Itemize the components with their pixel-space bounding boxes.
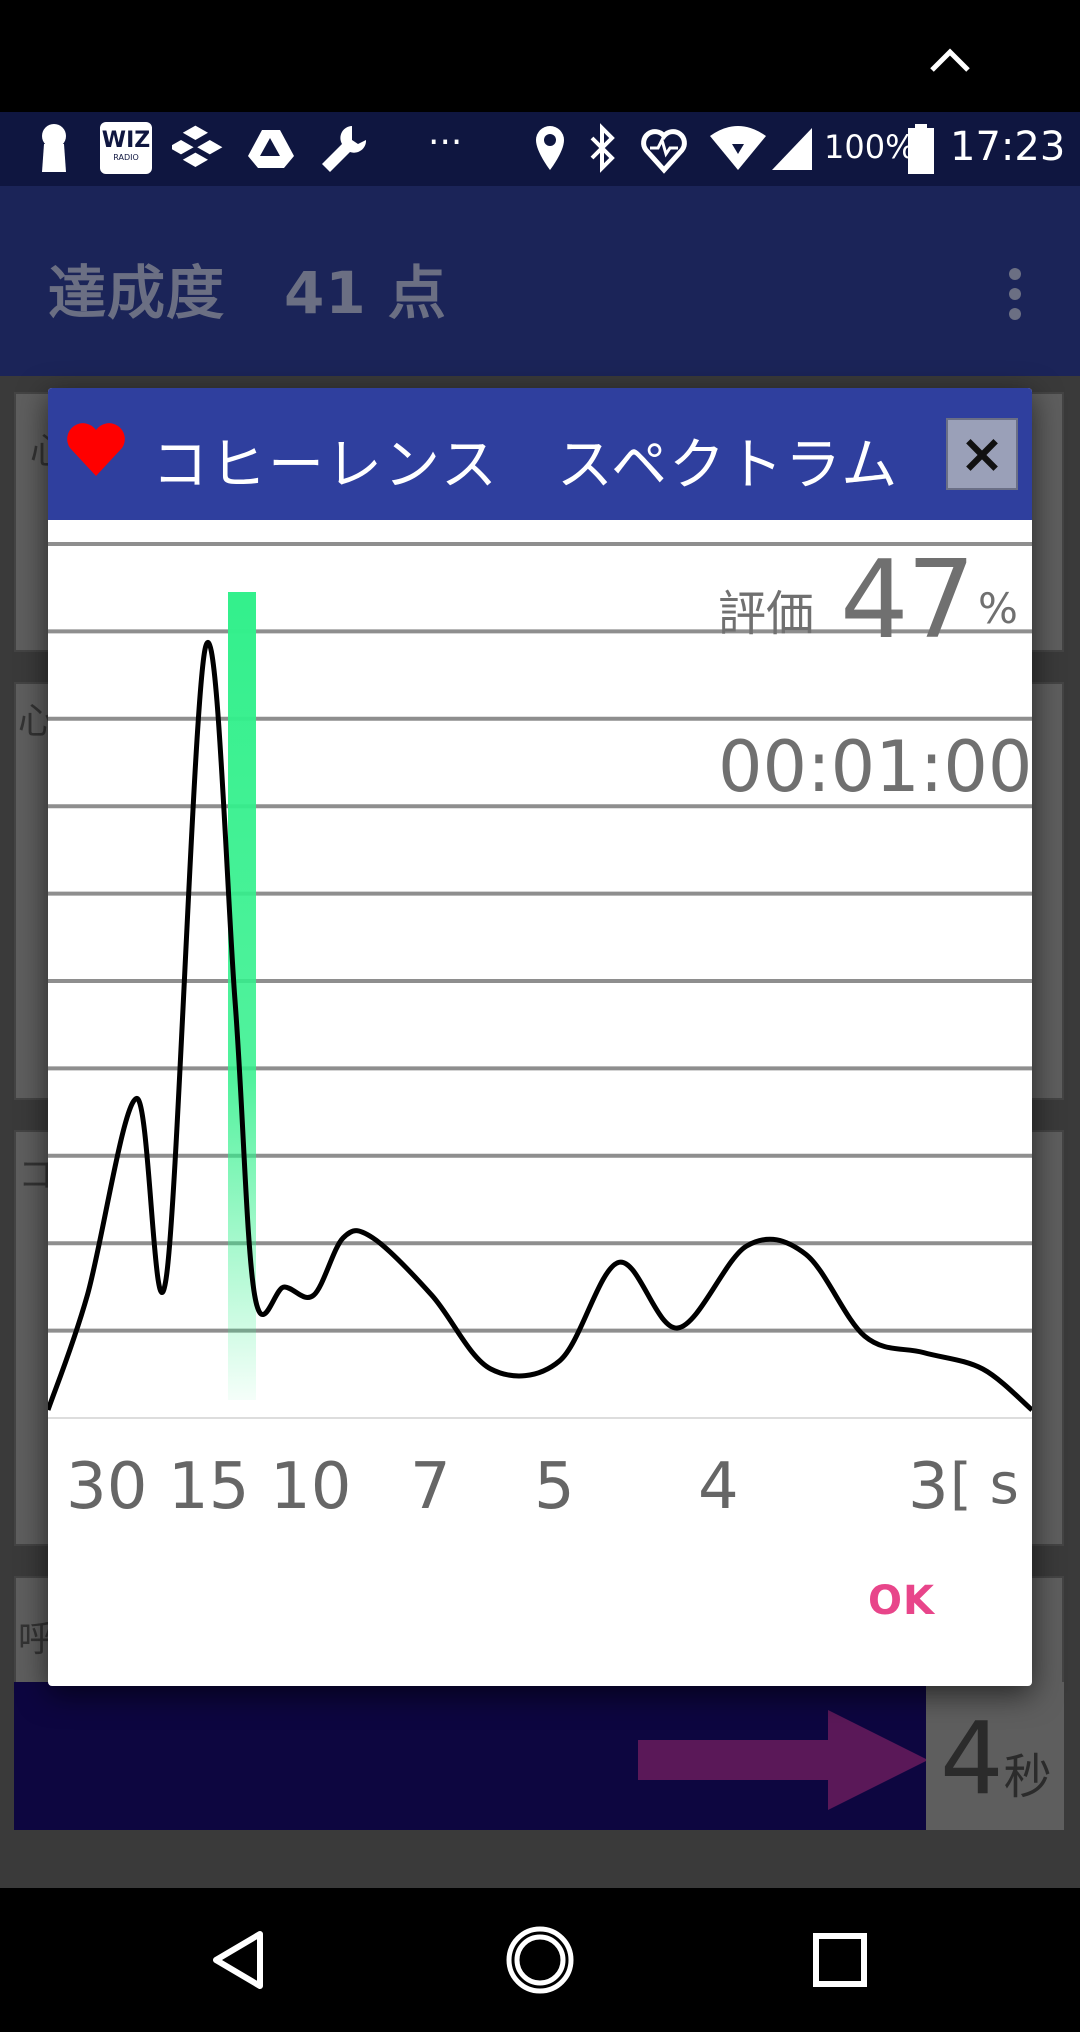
wrench-icon	[322, 126, 367, 172]
coherence-spectrum-dialog: コヒーレンス スペクトラム × 評価 47 % 00:01:00 30 15 1…	[48, 388, 1032, 1686]
spectrum-chart	[48, 520, 1032, 1420]
x-tick-label: 15	[168, 1450, 250, 1524]
home-circle-icon[interactable]	[504, 1924, 576, 1996]
wiz-radio-icon: WIZ RADIO	[100, 122, 152, 174]
dialog-title: コヒーレンス スペクトラム	[152, 433, 900, 498]
spectrum-line	[48, 640, 1032, 1412]
evaluation-unit: %	[978, 584, 1018, 633]
navigation-bar	[0, 1888, 1080, 2032]
signal-icon	[772, 128, 812, 170]
x-tick-label: 5	[534, 1450, 575, 1524]
close-button[interactable]: ×	[946, 418, 1018, 490]
page-title: 達成度 41 点	[48, 259, 447, 327]
wifi-icon	[710, 126, 766, 170]
spectrum-chart-svg	[48, 542, 1032, 1419]
x-unit-label: [ s ]	[950, 1452, 1032, 1517]
x-tick-label: 7	[410, 1450, 451, 1524]
more-notifications: ···	[428, 122, 463, 163]
evaluation-label: 評価	[718, 586, 815, 642]
seconds-value: 4	[940, 1700, 1004, 1817]
status-bar: WIZ RADIO ··· 100% 17:23	[0, 112, 1080, 186]
x-tick-label: 30	[66, 1450, 148, 1524]
dialog-header: コヒーレンス スペクトラム ×	[48, 388, 1032, 520]
cubes-icon	[172, 125, 223, 168]
session-timer: 00:01:00	[718, 726, 1032, 808]
wiz-icon-subtext: RADIO	[113, 153, 139, 162]
chevron-up-icon[interactable]	[928, 44, 972, 74]
heart-icon	[67, 423, 125, 476]
evaluation-value: 47	[840, 538, 975, 663]
top-bar	[0, 0, 1080, 112]
heart-monitor-icon	[641, 129, 687, 174]
location-icon	[536, 126, 564, 170]
arrow-right-icon	[638, 1710, 928, 1810]
seconds-readout: 4秒	[940, 1700, 1052, 1817]
close-icon: ×	[959, 422, 1005, 485]
recents-square-icon[interactable]	[812, 1932, 868, 1988]
ok-button[interactable]: OK	[868, 1578, 935, 1624]
x-tick-label: 3	[908, 1450, 949, 1524]
clock: 17:23	[950, 124, 1066, 170]
x-tick-label: 4	[698, 1450, 739, 1524]
x-tick-label: 10	[270, 1450, 352, 1524]
back-triangle-icon[interactable]	[210, 1928, 270, 1992]
battery-icon	[908, 124, 934, 174]
seconds-box	[926, 1682, 1064, 1830]
battery-percent: 100%	[824, 128, 916, 166]
seconds-unit: 秒	[1003, 1749, 1052, 1805]
keyhole-icon	[42, 124, 66, 172]
wiz-icon-text: WIZ	[101, 128, 151, 153]
app-bar: 達成度 41 点	[0, 186, 1080, 376]
breath-guide-panel	[14, 1682, 928, 1830]
more-vert-icon[interactable]	[1000, 266, 1030, 322]
google-drive-icon	[248, 130, 294, 168]
bluetooth-icon	[590, 123, 615, 173]
